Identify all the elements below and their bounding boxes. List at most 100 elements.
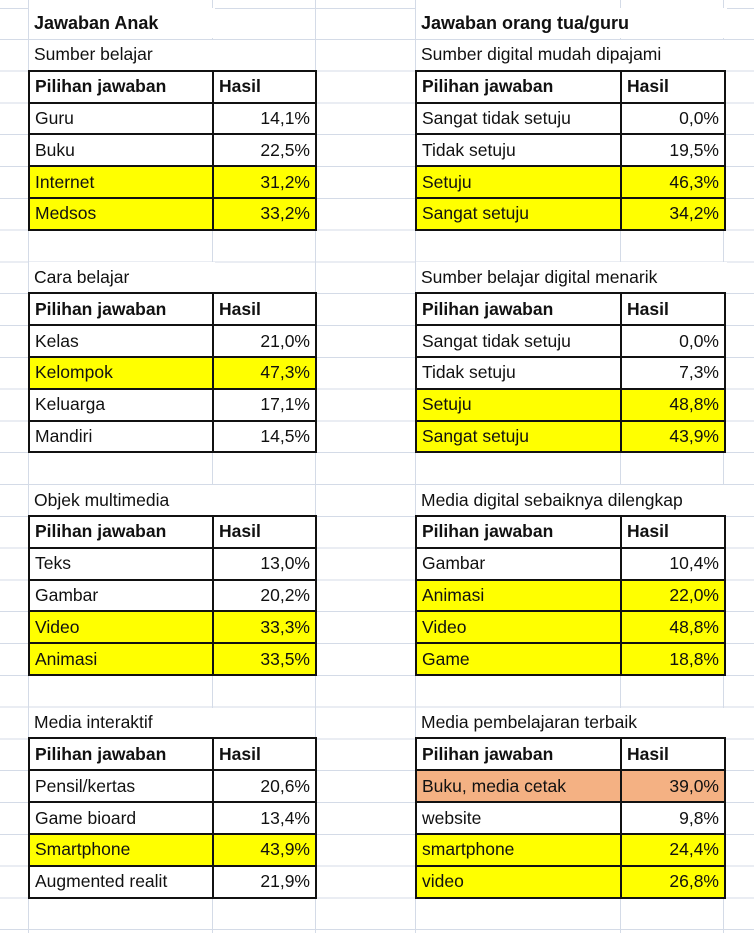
header-cell-choice[interactable]: Pilihan jawaban [30,294,214,325]
choice-cell[interactable]: Sangat setuju [417,421,622,452]
result-cell[interactable]: 47,3% [260,362,310,383]
result-cell[interactable]: 34,2% [669,203,719,224]
result-cell[interactable]: 43,9% [669,425,719,446]
result-cell[interactable]: 33,2% [260,203,310,224]
right-column-title[interactable]: Jawaban orang tua/guru [416,8,727,38]
result-cell[interactable]: 46,3% [669,171,719,192]
result-cell[interactable]: 22,5% [260,139,310,160]
header-cell-result[interactable]: Hasil [219,743,261,764]
choice-cell[interactable]: Buku [30,135,214,166]
subtitle-objek-multimedia[interactable]: Objek multimedia [29,485,215,515]
table-row: Kelas 21,0% [30,324,315,356]
header-cell-choice[interactable]: Pilihan jawaban [417,739,622,770]
result-cell[interactable]: 9,8% [679,807,719,828]
header-cell-result[interactable]: Hasil [627,76,669,97]
subtitle-media-interaktif[interactable]: Media interaktif [29,707,215,738]
header-cell-result[interactable]: Hasil [219,76,261,97]
table-header-row: Pilihan jawaban Hasil [417,739,724,770]
table-header-row: Pilihan jawaban Hasil [30,516,315,547]
choice-cell[interactable]: Game [417,644,622,674]
result-cell[interactable]: 13,0% [260,553,310,574]
result-cell[interactable]: 21,0% [260,330,310,351]
choice-cell[interactable]: Setuju [417,167,622,197]
choice-cell[interactable]: Animasi [30,644,214,674]
subtitle-media-digital-dilengkapi[interactable]: Media digital sebaiknya dilengkap [416,485,754,515]
left-column-title[interactable]: Jawaban Anak [29,8,215,38]
result-cell[interactable]: 17,1% [260,394,310,415]
table-row: Sangat setuju 43,9% [417,419,724,452]
result-cell[interactable]: 21,9% [260,871,310,892]
result-cell[interactable]: 13,4% [260,807,310,828]
table-row: Gambar 10,4% [417,546,724,579]
choice-cell[interactable]: Guru [30,103,214,134]
choice-cell[interactable]: Sangat tidak setuju [417,326,622,356]
header-cell-result[interactable]: Hasil [627,298,669,319]
result-cell[interactable]: 31,2% [260,171,310,192]
choice-cell[interactable]: Video [30,612,214,643]
result-cell[interactable]: 26,8% [669,871,719,892]
table-row: Video 33,3% [30,610,315,643]
choice-cell[interactable]: Keluarga [30,389,214,420]
choice-cell[interactable]: Game bioard [30,803,214,833]
header-cell-choice[interactable]: Pilihan jawaban [30,71,214,102]
choice-cell[interactable]: Pensil/kertas [30,771,214,802]
result-cell[interactable]: 0,0% [679,330,719,351]
result-cell[interactable]: 24,4% [669,839,719,860]
choice-cell[interactable]: Tidak setuju [417,357,622,388]
gridline-vertical [620,0,621,933]
result-cell[interactable]: 33,3% [260,616,310,637]
header-cell-choice[interactable]: Pilihan jawaban [417,516,622,547]
subtitle-sumber-digital-menarik[interactable]: Sumber belajar digital menarik [416,262,727,293]
choice-cell[interactable]: Video [417,612,622,643]
table-row: Teks 13,0% [30,546,315,579]
header-cell-result[interactable]: Hasil [219,298,261,319]
choice-cell[interactable]: Smartphone [30,834,214,865]
subtitle-media-pembelajaran-terbaik[interactable]: Media pembelajaran terbaik [416,707,727,738]
result-cell[interactable]: 18,8% [669,648,719,669]
header-cell-result[interactable]: Hasil [219,521,261,542]
result-cell[interactable]: 43,9% [260,839,310,860]
result-cell[interactable]: 19,5% [669,139,719,160]
choice-cell[interactable]: Teks [30,548,214,579]
choice-cell[interactable]: Augmented realit [30,866,214,897]
result-cell[interactable]: 20,2% [260,584,310,605]
choice-cell[interactable]: Internet [30,167,214,197]
result-cell[interactable]: 33,5% [260,648,310,669]
table-media-interaktif: Pilihan jawaban Hasil Pensil/kertas 20,6… [28,737,317,899]
choice-cell[interactable]: smartphone [417,834,622,865]
result-cell[interactable]: 0,0% [679,107,719,128]
result-cell[interactable]: 20,6% [260,775,310,796]
header-cell-choice[interactable]: Pilihan jawaban [417,294,622,325]
result-cell[interactable]: 48,8% [669,616,719,637]
choice-cell[interactable]: Sangat setuju [417,198,622,229]
choice-cell[interactable]: Medsos [30,198,214,229]
header-cell-choice[interactable]: Pilihan jawaban [30,739,214,770]
result-cell[interactable]: 22,0% [669,584,719,605]
result-cell[interactable]: 14,5% [260,425,310,446]
table-row: Sangat tidak setuju 0,0% [417,101,724,134]
header-cell-choice[interactable]: Pilihan jawaban [417,71,622,102]
choice-cell[interactable]: Tidak setuju [417,135,622,166]
choice-cell[interactable]: Animasi [417,580,622,611]
result-cell[interactable]: 10,4% [669,553,719,574]
choice-cell[interactable]: video [417,866,622,897]
choice-cell[interactable]: Kelas [30,326,214,356]
header-cell-choice[interactable]: Pilihan jawaban [30,516,214,547]
result-cell[interactable]: 7,3% [679,362,719,383]
choice-cell[interactable]: Buku, media cetak [417,771,622,802]
subtitle-sumber-digital-mudah[interactable]: Sumber digital mudah dipajami [416,39,727,70]
header-cell-result[interactable]: Hasil [627,521,669,542]
choice-cell[interactable]: website [417,803,622,833]
choice-cell[interactable]: Kelompok [30,357,214,388]
subtitle-sumber-belajar[interactable]: Sumber belajar [29,39,215,70]
result-cell[interactable]: 39,0% [669,775,719,796]
choice-cell[interactable]: Gambar [417,548,622,579]
result-cell[interactable]: 48,8% [669,394,719,415]
choice-cell[interactable]: Sangat tidak setuju [417,103,622,134]
choice-cell[interactable]: Gambar [30,580,214,611]
header-cell-result[interactable]: Hasil [627,743,669,764]
choice-cell[interactable]: Setuju [417,389,622,420]
choice-cell[interactable]: Mandiri [30,421,214,452]
subtitle-cara-belajar[interactable]: Cara belajar [29,262,215,293]
result-cell[interactable]: 14,1% [260,107,310,128]
